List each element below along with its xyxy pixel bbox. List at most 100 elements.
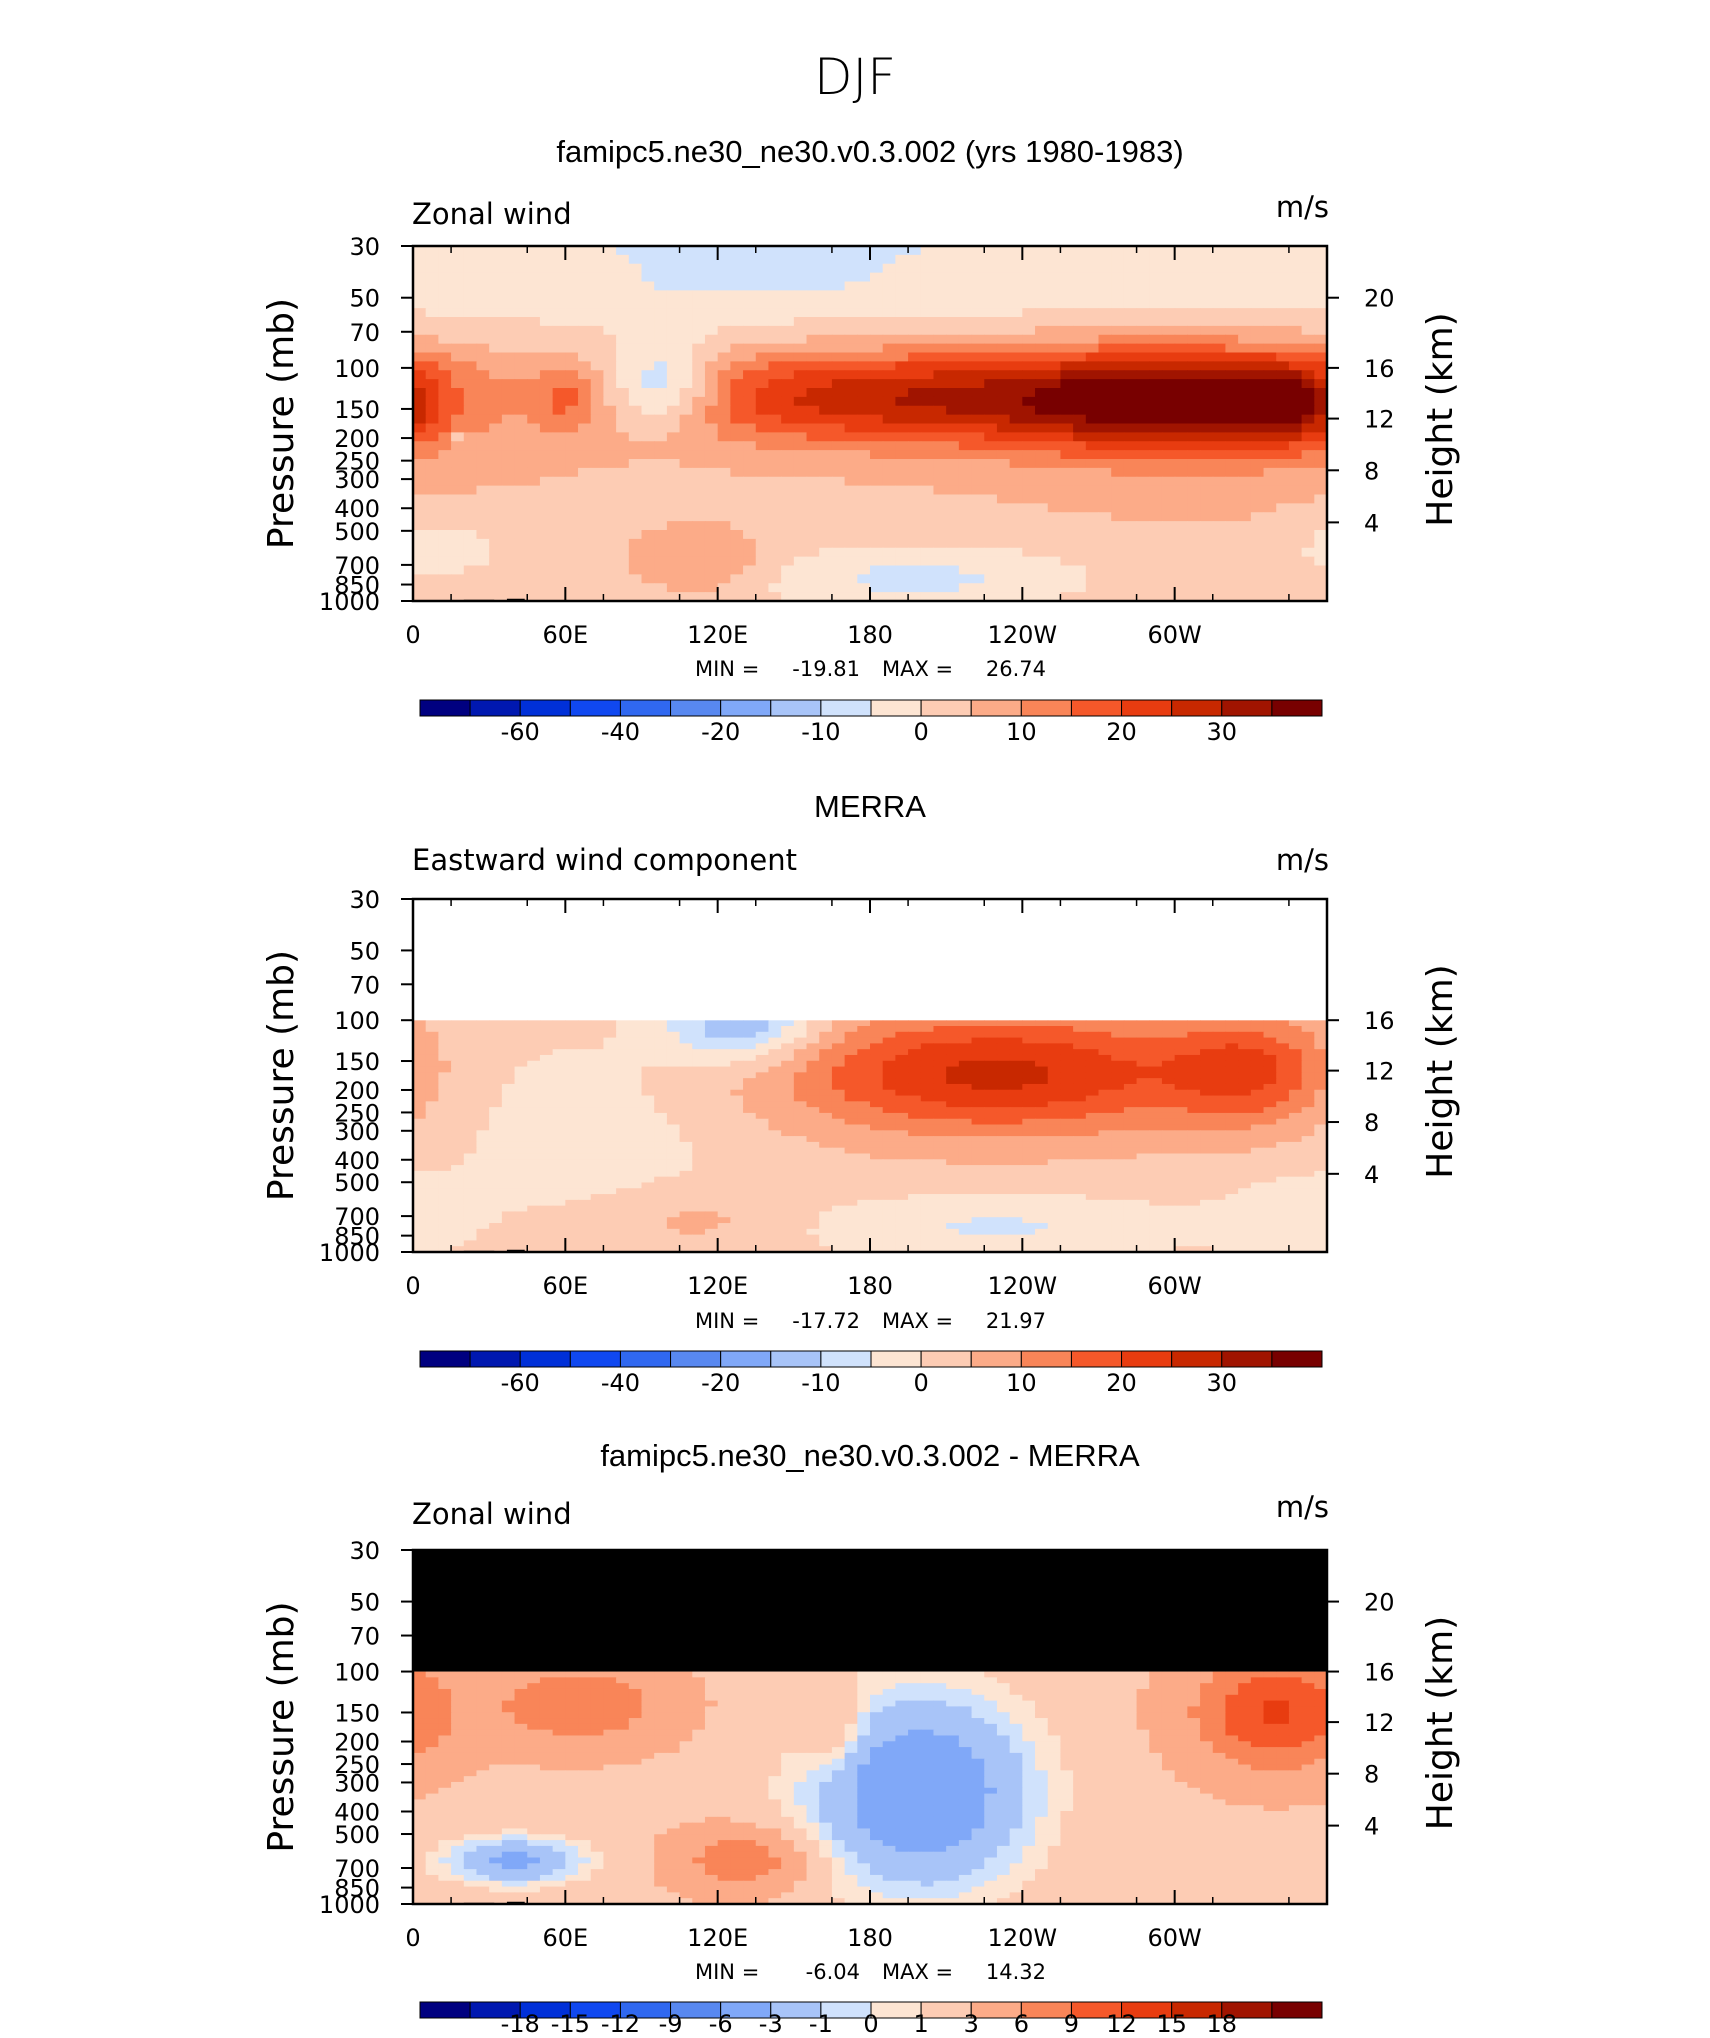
heat-cell: [552, 1049, 566, 1056]
heat-cell: [463, 1153, 478, 1160]
heat-cell: [870, 317, 884, 327]
heat-cell: [1073, 530, 1087, 540]
heat-cell: [1250, 1049, 1265, 1056]
heat-cell: [692, 1107, 706, 1114]
heat-cell: [425, 361, 439, 371]
heat-cell: [1238, 334, 1252, 345]
heat-cell: [946, 263, 960, 274]
heat-cell: [870, 1049, 884, 1056]
heat-cell: [933, 263, 947, 274]
heat-cell: [806, 361, 820, 371]
heat-cell: [806, 272, 820, 283]
heat-cell: [1047, 1153, 1062, 1160]
heat-cell: [666, 388, 681, 398]
heat-cell: [527, 1153, 541, 1160]
heat-cell: [704, 334, 719, 345]
heat-cell: [666, 1037, 681, 1044]
heat-cell: [704, 1118, 719, 1126]
heat-cell: [933, 1095, 947, 1102]
heat-cell: [1301, 1130, 1315, 1137]
heat-cell: [819, 423, 833, 433]
heat-cell: [552, 1078, 566, 1085]
heat-cell: [1187, 281, 1201, 291]
heat-cell: [527, 512, 541, 522]
heat-cell: [831, 263, 846, 274]
heat-cell: [628, 565, 643, 575]
heat-cell: [1009, 441, 1023, 451]
heat-cell: [654, 574, 668, 584]
heat-cell: [743, 308, 757, 318]
heat-cell: [730, 361, 744, 371]
heat-cell: [425, 1083, 439, 1091]
heat-cell: [819, 254, 833, 265]
heat-cell: [603, 325, 617, 336]
heat-cell: [1098, 441, 1112, 451]
heat-cell: [425, 343, 439, 354]
heat-cell: [514, 521, 528, 531]
heat-cell: [1060, 556, 1074, 567]
y-tick-label: 150: [334, 396, 380, 424]
heat-cell: [578, 1141, 592, 1149]
heat-cell: [1301, 1031, 1315, 1039]
heat-cell: [831, 308, 846, 318]
heat-cell: [514, 574, 528, 584]
heat-cell: [730, 1026, 744, 1033]
heat-cell: [565, 352, 579, 362]
heat-cell: [819, 361, 833, 371]
heat-cell: [692, 1101, 706, 1108]
heat-cell: [1060, 1095, 1074, 1102]
heat-cell: [793, 254, 808, 265]
heat-cell: [451, 1049, 465, 1056]
heat-cell: [730, 1049, 744, 1056]
heat-cell: [692, 343, 706, 354]
heat-cell: [819, 1054, 833, 1062]
heat-cell: [768, 485, 782, 496]
heat-cell: [1301, 1060, 1315, 1068]
heat-cell: [857, 1141, 871, 1149]
heat-cell: [844, 343, 858, 354]
heat-cell: [704, 1083, 719, 1091]
heat-cell: [730, 1043, 744, 1050]
heat-cell: [1212, 1112, 1227, 1120]
heat-cell: [578, 1031, 592, 1039]
heat-cell: [1136, 450, 1150, 460]
heat-cell: [755, 1060, 770, 1068]
heat-cell: [552, 405, 566, 416]
heat-cell: [920, 1026, 935, 1033]
heat-cell: [984, 1124, 998, 1131]
heat-cell: [476, 459, 490, 469]
heat-cell: [1111, 547, 1125, 558]
heat-cell: [1149, 1089, 1163, 1097]
heat-cell: [743, 459, 757, 469]
heat-cell: [1212, 521, 1227, 531]
heat-cell: [1174, 1049, 1188, 1056]
heat-cell: [1238, 1020, 1252, 1027]
heat-cell: [514, 1147, 528, 1155]
heat-cell: [806, 1165, 820, 1172]
heat-cell: [1136, 1060, 1150, 1068]
heat-cell: [996, 281, 1011, 291]
heat-cell: [857, 254, 871, 265]
heat-cell: [451, 1112, 465, 1120]
heat-cell: [1200, 414, 1214, 425]
heat-cell: [666, 459, 681, 469]
heat-cell: [1301, 405, 1315, 416]
heat-cell: [1073, 583, 1087, 593]
heat-cell: [933, 583, 947, 593]
heat-cell: [1187, 1089, 1201, 1097]
heat-cell: [1098, 1170, 1112, 1178]
heat-cell: [1136, 1170, 1150, 1178]
heat-cell: [984, 1026, 998, 1033]
heat-cell: [514, 1107, 528, 1114]
heat-cell: [781, 512, 795, 522]
heat-cell: [463, 450, 478, 460]
heat-cell: [1123, 1089, 1138, 1097]
heat-cell: [984, 396, 998, 407]
heat-cell: [1174, 1078, 1188, 1085]
heat-cell: [666, 1095, 681, 1102]
heat-cell: [984, 583, 998, 593]
heat-cell: [1174, 308, 1188, 318]
heat-cell: [603, 1153, 617, 1160]
heat-cell: [1161, 565, 1176, 575]
heat-cell: [920, 432, 935, 442]
